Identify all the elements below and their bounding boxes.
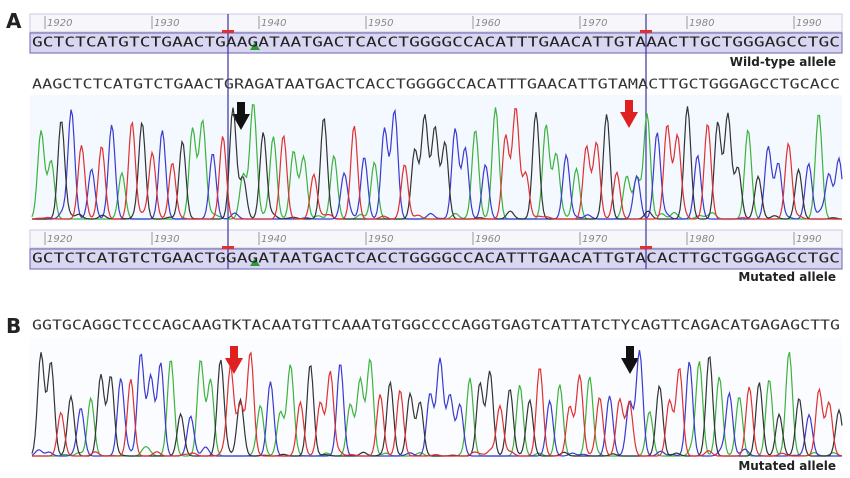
ruler-number: 1980: [689, 234, 714, 245]
arrow: [225, 346, 243, 374]
ruler-number: 1940: [261, 234, 286, 245]
arrow: [620, 100, 638, 128]
trace: [31, 107, 842, 220]
ruler-bar: [29, 13, 843, 33]
trace: [31, 350, 842, 457]
trace: [32, 351, 843, 457]
ruler-number: 1950: [368, 234, 393, 245]
chromatogram-area: [30, 95, 842, 221]
allele-label: Mutated allele: [738, 459, 836, 473]
sequence: GCTCTCATGTCTGAACTGAAGATAATGACTCACCTGGGGC…: [32, 36, 840, 51]
ruler-number: 1970: [582, 234, 607, 245]
marker-triangle: [250, 42, 260, 50]
trace: [32, 106, 843, 220]
reference-bar: [29, 32, 843, 54]
position-marker: [222, 30, 234, 33]
sequence: GCTCTCATGTCTGAACTGGAGATAATGACTCACCTGGGGC…: [32, 252, 840, 267]
allele-label: Wild-type allele: [730, 55, 836, 69]
marker-triangle: [250, 258, 260, 266]
ruler-number: 1950: [368, 18, 393, 29]
arrow: [232, 102, 250, 130]
ruler-bar: [29, 229, 843, 249]
ruler-number: 1920: [47, 18, 72, 29]
position-marker: [640, 246, 652, 249]
reference-bar: [29, 248, 843, 270]
position-marker: [640, 30, 652, 33]
allele-label: Mutated allele: [738, 270, 836, 284]
ruler-number: 1930: [154, 18, 179, 29]
sequence: AAGCTCTCATGTCTGAACTGRAGATAATGACTCACCTGGG…: [32, 78, 840, 93]
ruler-number: 1970: [582, 18, 607, 29]
position-marker: [222, 246, 234, 249]
ruler-number: 1960: [475, 18, 500, 29]
panel-label: B: [6, 314, 21, 338]
panel-label: A: [6, 9, 22, 33]
ruler-number: 1920: [47, 234, 72, 245]
ruler-number: 1930: [154, 234, 179, 245]
ruler-number: 1990: [796, 18, 821, 29]
ruler-number: 1980: [689, 18, 714, 29]
ruler-number: 1990: [796, 234, 821, 245]
sequence: GGTGCAGGCTCCCAGCAAGTKTACAATGTTCAAATGTGGC…: [32, 319, 840, 334]
ruler-number: 1960: [475, 234, 500, 245]
ruler-number: 1940: [261, 18, 286, 29]
arrow: [621, 346, 639, 374]
